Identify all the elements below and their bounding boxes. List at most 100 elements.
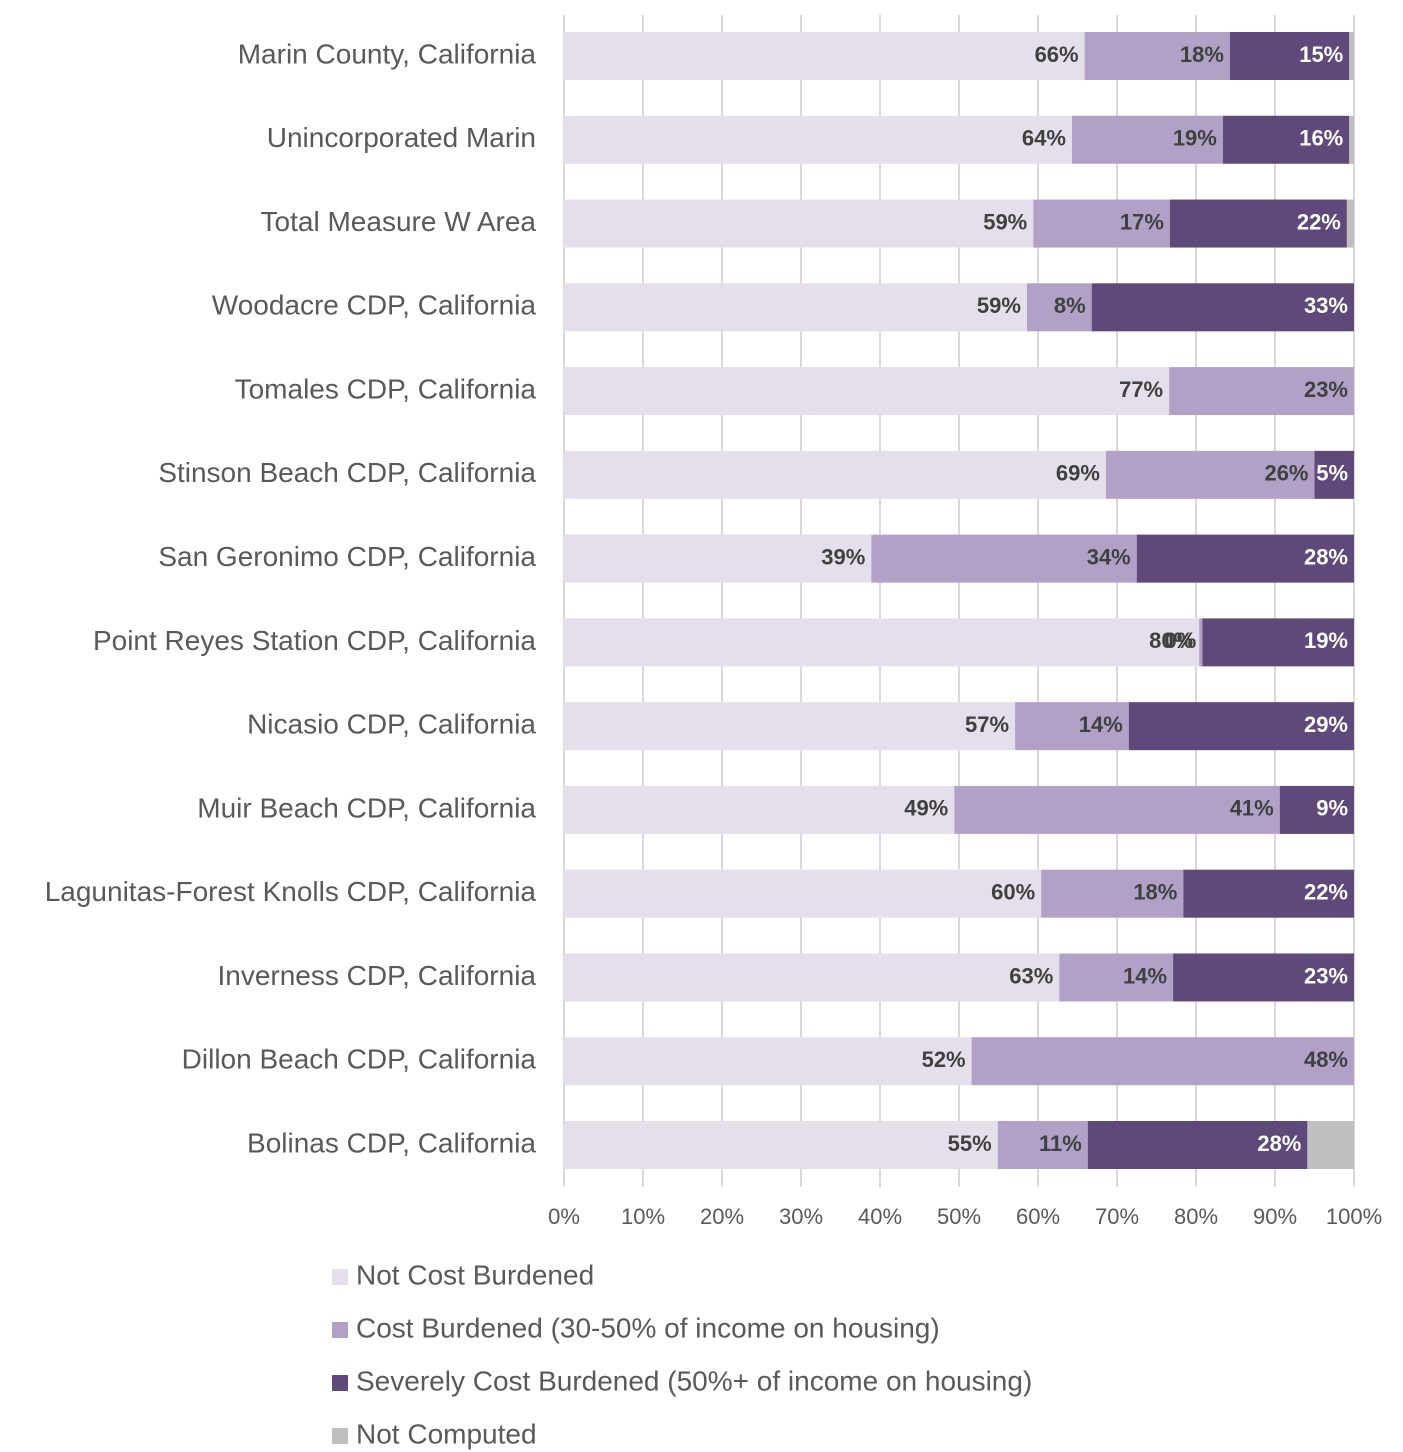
bar-segment xyxy=(1091,283,1354,332)
category-label: Tomales CDP, California xyxy=(235,373,537,404)
category-label: Woodacre CDP, California xyxy=(212,290,537,321)
category-label: Dillon Beach CDP, California xyxy=(182,1044,537,1075)
data-label: 63% xyxy=(1009,963,1053,988)
bar-segment xyxy=(1202,618,1354,667)
bar-segment xyxy=(564,199,1034,248)
bar-segment xyxy=(1222,115,1350,164)
bar-segment xyxy=(1314,450,1354,499)
legend-label: Not Cost Burdened xyxy=(356,1259,594,1290)
bar-segment xyxy=(564,450,1106,499)
bar-segment xyxy=(564,534,872,583)
bar-segment xyxy=(1169,367,1354,416)
bar-segment xyxy=(1084,32,1230,80)
category-label: Marin County, California xyxy=(238,38,537,69)
data-label: 17% xyxy=(1120,209,1164,234)
data-label: 23% xyxy=(1304,377,1348,402)
x-tick-label: 20% xyxy=(700,1204,744,1229)
bar-segment xyxy=(1199,618,1203,667)
category-label: Nicasio CDP, California xyxy=(247,709,536,740)
bar-segment xyxy=(564,32,1085,80)
bar-segment xyxy=(1169,199,1347,248)
bar-segment xyxy=(1183,869,1354,918)
legend-swatch xyxy=(332,1375,348,1391)
bar-segment xyxy=(954,785,1280,834)
bar-segment xyxy=(1346,199,1354,248)
legend-swatch xyxy=(332,1269,348,1285)
data-label: 14% xyxy=(1123,963,1167,988)
data-label: 48% xyxy=(1304,1047,1348,1072)
data-label: 55% xyxy=(948,1131,992,1156)
data-label: 28% xyxy=(1257,1131,1301,1156)
data-label: 60% xyxy=(991,880,1035,905)
data-label: 66% xyxy=(1035,42,1079,67)
x-tick-label: 10% xyxy=(621,1204,665,1229)
data-label: 9% xyxy=(1316,796,1348,821)
bar-segment xyxy=(1307,1121,1354,1169)
data-label: 18% xyxy=(1180,42,1224,67)
data-label: 52% xyxy=(922,1047,966,1072)
x-tick-label: 100% xyxy=(1326,1204,1382,1229)
x-tick-label: 80% xyxy=(1174,1204,1218,1229)
data-label: 28% xyxy=(1304,544,1348,569)
data-label: 59% xyxy=(977,293,1021,318)
bar-segment xyxy=(1033,199,1170,248)
data-label: 14% xyxy=(1079,712,1123,737)
data-label: 15% xyxy=(1299,42,1343,67)
data-label: 80% xyxy=(1149,628,1193,653)
category-label: Point Reyes Station CDP, California xyxy=(93,625,536,656)
data-label: 26% xyxy=(1264,461,1308,486)
category-label: Lagunitas-Forest Knolls CDP, California xyxy=(45,876,537,907)
data-label: 18% xyxy=(1133,880,1177,905)
legend-label: Severely Cost Burdened (50%+ of income o… xyxy=(356,1365,1032,1396)
bar-segment xyxy=(564,702,1016,751)
data-label: 49% xyxy=(904,796,948,821)
bar-segment xyxy=(564,1121,998,1169)
bar-segment xyxy=(997,1121,1088,1169)
category-label: Total Measure W Area xyxy=(261,206,537,237)
bar-segment xyxy=(1128,702,1354,751)
data-label: 33% xyxy=(1304,293,1348,318)
bar-segment xyxy=(1279,785,1354,834)
data-label: 11% xyxy=(1039,1131,1082,1156)
bar-segment xyxy=(971,1037,1354,1086)
category-label: Bolinas CDP, California xyxy=(247,1127,536,1158)
legend-swatch xyxy=(332,1428,348,1444)
bar-segment xyxy=(1136,534,1354,583)
bar-segment xyxy=(564,618,1200,667)
bar-segment xyxy=(871,534,1137,583)
bar-segment xyxy=(1059,953,1174,1002)
x-tick-label: 60% xyxy=(1016,1204,1060,1229)
data-label: 64% xyxy=(1022,126,1066,151)
x-tick-label: 70% xyxy=(1095,1204,1139,1229)
data-label: 23% xyxy=(1304,963,1348,988)
data-label: 59% xyxy=(983,209,1027,234)
x-tick-label: 50% xyxy=(937,1204,981,1229)
data-label: 69% xyxy=(1056,461,1100,486)
bar-segment xyxy=(1105,450,1315,499)
bar-segment xyxy=(564,953,1060,1002)
category-label: Muir Beach CDP, California xyxy=(197,792,536,823)
bar-segment xyxy=(1026,283,1092,332)
data-label: 77% xyxy=(1119,377,1163,402)
data-label: 41% xyxy=(1230,796,1274,821)
data-label: 22% xyxy=(1304,880,1348,905)
bar-segment xyxy=(564,1037,972,1086)
bar-segment xyxy=(564,283,1027,332)
bar-segment xyxy=(1071,115,1223,164)
data-label: 57% xyxy=(965,712,1009,737)
bar-segment xyxy=(1229,32,1350,80)
data-label: 19% xyxy=(1173,126,1217,151)
bar-segment xyxy=(564,115,1072,164)
bar-segment xyxy=(1041,869,1184,918)
category-label: Stinson Beach CDP, California xyxy=(158,457,536,488)
x-tick-label: 90% xyxy=(1253,1204,1297,1229)
bar-segment xyxy=(564,869,1042,918)
x-tick-label: 0% xyxy=(548,1204,580,1229)
data-label: 29% xyxy=(1304,712,1348,737)
category-label: Unincorporated Marin xyxy=(267,122,536,153)
legend-label: Not Computed xyxy=(356,1418,537,1449)
bar-segment xyxy=(1015,702,1129,751)
data-label: 22% xyxy=(1297,209,1341,234)
x-tick-label: 40% xyxy=(858,1204,902,1229)
